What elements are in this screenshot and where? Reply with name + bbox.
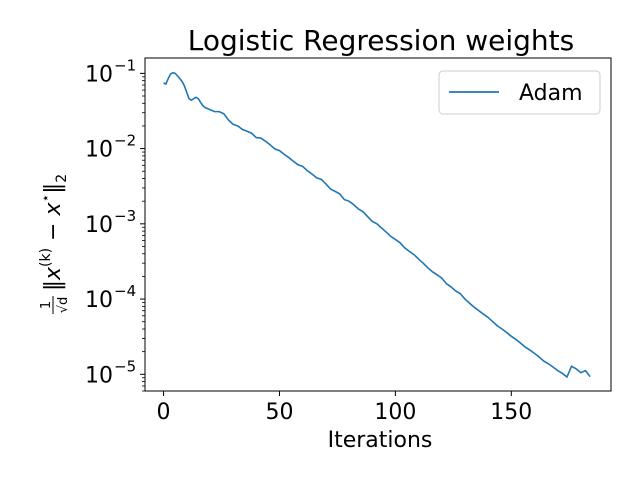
y-axis-label: 1 √d ‖x(k) − x⋆‖2 — [38, 174, 71, 314]
svg-text:√d: √d — [56, 297, 71, 314]
y-tick-exponent: −3 — [114, 207, 136, 225]
y-tick-label: 10 — [85, 363, 113, 388]
y-tick-label: 10 — [85, 62, 113, 87]
y-label-fraction: 1 √d — [39, 296, 71, 314]
legend-box — [438, 70, 601, 115]
legend: Adam — [438, 70, 601, 115]
svg-text:1: 1 — [39, 301, 54, 309]
y-tick-exponent: −5 — [114, 357, 136, 375]
svg-text:‖x(k) − x⋆‖2: ‖x(k) − x⋆‖2 — [38, 174, 70, 291]
y-tick-exponent: −2 — [114, 132, 136, 150]
series-line-adam — [163, 71, 591, 379]
x-tick-label: 0 — [157, 400, 171, 425]
x-tick-label: 150 — [490, 400, 532, 425]
y-tick-label: 10 — [85, 213, 113, 238]
legend-label-adam: Adam — [519, 81, 583, 106]
y-tick-exponent: −1 — [114, 56, 136, 74]
chart-title: Logistic Regression weights — [188, 24, 574, 57]
x-axis: 0 50 100 150 — [157, 391, 532, 425]
plot-area — [144, 57, 612, 392]
x-tick-label: 50 — [265, 400, 293, 425]
x-axis-label: Iterations — [328, 428, 433, 453]
y-axis: 10−110−210−310−410−5 — [85, 56, 145, 392]
y-tick-label: 10 — [85, 288, 113, 313]
x-tick-label: 100 — [374, 400, 416, 425]
y-tick-exponent: −4 — [114, 282, 136, 300]
y-tick-label: 10 — [85, 138, 113, 163]
